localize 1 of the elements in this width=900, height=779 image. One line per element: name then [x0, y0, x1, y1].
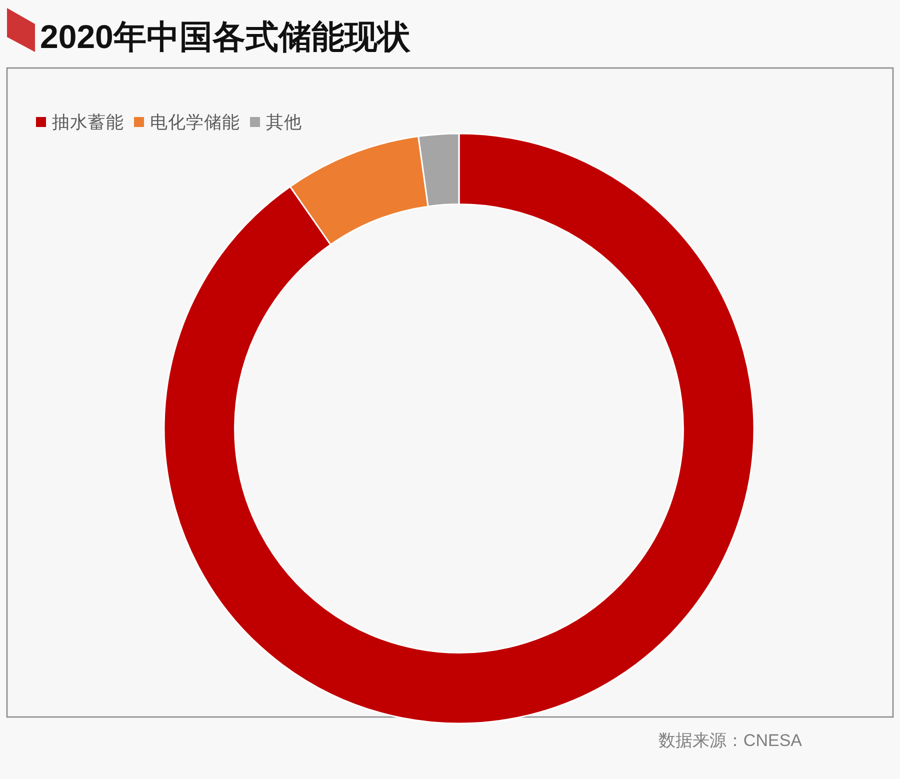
title: 2020年中国各式储能现状 — [40, 18, 410, 55]
